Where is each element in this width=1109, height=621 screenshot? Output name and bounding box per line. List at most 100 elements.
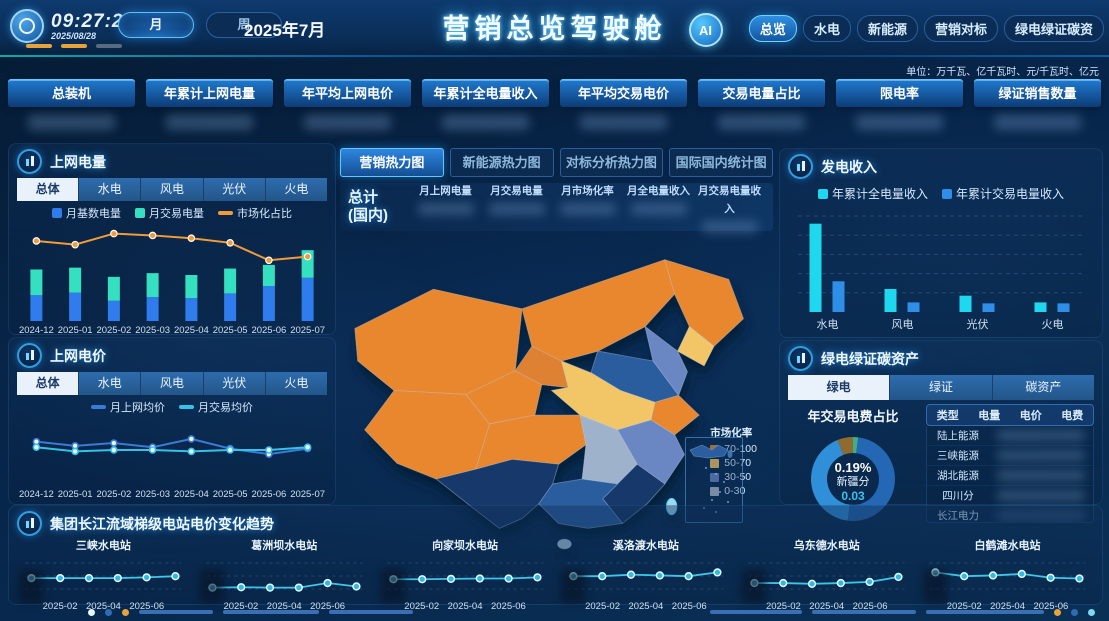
station-name: 乌东德水电站 xyxy=(793,540,860,552)
stat-column: 月上网电量 xyxy=(410,181,481,233)
stat-label: 月全电量收入 xyxy=(627,185,690,197)
period-toggle-button[interactable]: 月 xyxy=(118,12,194,38)
row-type-cell: 陆上能源 xyxy=(937,430,979,442)
kpi-card[interactable]: 限电率 xyxy=(836,79,963,137)
asset-tab[interactable]: 绿电 xyxy=(788,375,891,400)
kpi-card[interactable]: 总装机 xyxy=(8,79,135,137)
kpi-value xyxy=(146,107,273,137)
pager-dot[interactable] xyxy=(1071,608,1078,616)
table-row[interactable]: 四川分 xyxy=(927,486,1093,506)
redacted-value xyxy=(488,203,545,215)
source-tab[interactable]: 水电 xyxy=(79,178,142,201)
svg-text:水电: 水电 xyxy=(817,318,839,331)
source-tab[interactable]: 总体 xyxy=(17,178,80,201)
source-tab[interactable]: 火电 xyxy=(265,372,328,395)
nav-tab[interactable]: 绿电绿证碳资 xyxy=(1003,15,1104,42)
station-chart xyxy=(923,555,1092,603)
source-tab[interactable]: 总体 xyxy=(17,372,80,395)
legend-item: 年累计交易电量收入 xyxy=(942,185,1064,202)
asset-tab[interactable]: 碳资产 xyxy=(992,375,1094,400)
total-stats-band: 总计 (国内) 月上网电量 月交易电量 月市场化率 xyxy=(340,181,773,233)
redacted-axis xyxy=(742,569,767,603)
kpi-card[interactable]: 年平均上网电价 xyxy=(284,79,411,137)
panel-icon xyxy=(17,149,42,174)
pager-dot[interactable] xyxy=(1054,608,1061,616)
source-tab[interactable]: 风电 xyxy=(141,372,204,395)
table-header-cell: 电量 xyxy=(978,410,1001,422)
source-tab[interactable]: 光伏 xyxy=(203,178,266,201)
pager-dot[interactable] xyxy=(1088,608,1095,616)
station-chart-cell: 乌东德水电站 2025-02 2025-04 2025-06 xyxy=(736,536,917,612)
pager-dot[interactable] xyxy=(88,608,95,616)
station-charts-row: 三峡水电站 2025-02 2025-04 2025-06 葛洲坝水电站 xyxy=(9,536,1102,612)
source-tab[interactable]: 风电 xyxy=(141,178,204,201)
panel-icon xyxy=(788,154,813,179)
kpi-card[interactable]: 交易电量占比 xyxy=(698,79,825,137)
kpi-card[interactable]: 年累计全电量收入 xyxy=(422,79,549,137)
indicator-dash xyxy=(139,610,213,614)
grid-energy-panel: 上网电量 总体 水电 风电 光伏 火电 月基数电量 月交易电量 市场化占比 2024-12 2… xyxy=(8,143,336,336)
station-x-labels: 2025-02 2025-04 2025-06 xyxy=(946,601,1069,612)
pager-dot[interactable] xyxy=(105,608,112,616)
nav-tab[interactable]: 新能源 xyxy=(856,15,918,42)
china-map[interactable] xyxy=(340,235,773,560)
kpi-card[interactable]: 年平均交易电价 xyxy=(560,79,687,137)
x-tick: 2025-04 xyxy=(173,489,209,500)
nav-tab[interactable]: 总览 xyxy=(748,15,797,42)
redacted-value xyxy=(28,114,115,130)
stat-column: 月市场化率 xyxy=(552,181,623,233)
kpi-label: 年累计全电量收入 xyxy=(422,79,549,107)
grid-price-tabs: 总体 水电 风电 光伏 火电 xyxy=(17,372,328,395)
heatmap-tab[interactable]: 国际国内统计图 xyxy=(669,148,773,177)
table-header-cell: 类型 xyxy=(936,410,959,422)
panel-header: 绿电绿证碳资产 xyxy=(780,341,1102,373)
heatmap-tab[interactable]: 新能源热力图 xyxy=(449,148,554,177)
kpi-label: 年累计上网电量 xyxy=(146,79,273,107)
table-row[interactable]: 湖北能源 xyxy=(927,466,1093,486)
clock: 09:27:22 2025/08/28 xyxy=(10,9,135,43)
heatmap-tab[interactable]: 对标分析热力图 xyxy=(559,148,664,177)
x-tick: 2025-03 xyxy=(135,325,171,336)
pager-dot[interactable] xyxy=(122,608,129,616)
station-line-chart xyxy=(748,562,905,590)
station-name: 溪洛渡水电站 xyxy=(612,540,679,552)
redacted-value xyxy=(442,114,529,130)
indicator-dash xyxy=(812,610,916,614)
station-x-labels: 2025-02 2025-04 2025-06 xyxy=(42,601,165,612)
kpi-card[interactable]: 年累计上网电量 xyxy=(146,79,273,137)
table-row[interactable]: 长江电力 xyxy=(927,506,1093,522)
asset-tab[interactable]: 绿证 xyxy=(890,375,993,400)
station-name: 向家坝水电站 xyxy=(432,540,499,552)
row-type-cell: 长江电力 xyxy=(927,508,989,522)
panel-title: 发电收入 xyxy=(821,158,877,175)
redacted-value xyxy=(304,114,391,130)
china-map-area: 市场化率 70-100 50-70 30-50 xyxy=(340,235,773,550)
nav-tab[interactable]: 水电 xyxy=(802,15,851,42)
source-tab[interactable]: 火电 xyxy=(265,178,328,201)
station-chart xyxy=(380,555,550,603)
indicator-dash xyxy=(223,610,319,614)
redacted-value xyxy=(559,203,616,215)
legend-item: 年累计全电量收入 xyxy=(817,185,928,202)
x-tick: 2024-12 xyxy=(18,489,54,500)
table-row[interactable]: 三峡能源 xyxy=(927,446,1093,466)
svg-text:光伏: 光伏 xyxy=(967,317,989,331)
station-chart-cell: 三峡水电站 2025-02 2025-04 2025-06 xyxy=(13,536,194,612)
period-toggle-button[interactable]: 周 xyxy=(206,12,282,38)
row-type-cell: 湖北能源 xyxy=(937,470,979,482)
source-tab[interactable]: 水电 xyxy=(79,372,142,395)
legend-item: 月交易电量 xyxy=(135,205,204,221)
selected-period: 2025年7月 xyxy=(244,21,326,40)
source-tab[interactable]: 光伏 xyxy=(203,372,266,395)
table-header-row: 类型 电量 电价 电费 xyxy=(926,404,1094,426)
legend-item: 市场化占比 xyxy=(218,205,292,221)
kpi-card[interactable]: 绿证销售数量 xyxy=(974,79,1101,137)
ai-assistant-button[interactable]: AI xyxy=(688,13,723,47)
station-chart xyxy=(19,555,188,603)
current-time: 09:27:22 xyxy=(51,10,136,32)
nav-tab[interactable]: 营销对标 xyxy=(923,15,998,42)
redacted-value xyxy=(630,203,687,215)
heatmap-tab[interactable]: 营销热力图 xyxy=(340,148,444,177)
redacted-value xyxy=(718,114,805,130)
table-row[interactable]: 陆上能源 xyxy=(927,426,1093,446)
